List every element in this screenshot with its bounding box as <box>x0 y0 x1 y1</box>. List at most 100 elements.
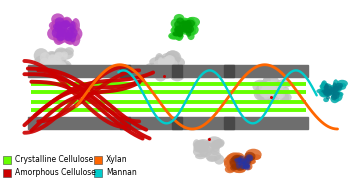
Ellipse shape <box>333 91 343 97</box>
Ellipse shape <box>204 143 214 153</box>
Ellipse shape <box>162 53 176 60</box>
Ellipse shape <box>243 156 248 166</box>
Ellipse shape <box>278 92 283 99</box>
Ellipse shape <box>244 157 255 164</box>
Ellipse shape <box>193 139 200 149</box>
Ellipse shape <box>332 91 343 102</box>
Ellipse shape <box>187 17 195 25</box>
Ellipse shape <box>259 94 269 104</box>
Ellipse shape <box>268 93 277 99</box>
Ellipse shape <box>272 86 289 93</box>
Ellipse shape <box>333 84 341 92</box>
Ellipse shape <box>234 165 245 170</box>
Bar <box>28 117 308 129</box>
Bar <box>120 65 130 77</box>
Ellipse shape <box>281 92 289 104</box>
Ellipse shape <box>176 30 183 37</box>
Ellipse shape <box>47 27 61 40</box>
Ellipse shape <box>162 67 172 77</box>
Ellipse shape <box>243 160 248 165</box>
Ellipse shape <box>213 140 224 148</box>
Ellipse shape <box>57 23 68 31</box>
Ellipse shape <box>227 164 242 171</box>
Ellipse shape <box>260 88 270 95</box>
Ellipse shape <box>63 20 70 27</box>
Ellipse shape <box>243 160 250 168</box>
Ellipse shape <box>174 21 181 28</box>
Ellipse shape <box>321 82 327 93</box>
Ellipse shape <box>244 164 251 170</box>
Ellipse shape <box>238 162 250 169</box>
Ellipse shape <box>187 32 195 40</box>
Ellipse shape <box>263 76 271 89</box>
Ellipse shape <box>231 155 242 163</box>
Ellipse shape <box>58 29 70 37</box>
Ellipse shape <box>240 159 256 165</box>
Ellipse shape <box>46 55 66 67</box>
Ellipse shape <box>174 31 183 40</box>
Bar <box>28 65 308 77</box>
Ellipse shape <box>164 55 175 65</box>
Ellipse shape <box>155 57 174 69</box>
Ellipse shape <box>53 64 70 71</box>
Ellipse shape <box>245 153 257 161</box>
Ellipse shape <box>54 49 74 60</box>
Ellipse shape <box>155 70 166 81</box>
Ellipse shape <box>158 58 164 67</box>
Ellipse shape <box>163 65 172 72</box>
Ellipse shape <box>328 89 333 93</box>
Ellipse shape <box>177 19 188 31</box>
Ellipse shape <box>229 157 240 166</box>
Ellipse shape <box>262 76 279 88</box>
Ellipse shape <box>333 79 339 90</box>
Ellipse shape <box>244 163 249 169</box>
Ellipse shape <box>51 22 60 33</box>
Ellipse shape <box>40 52 50 63</box>
Ellipse shape <box>225 166 235 173</box>
Ellipse shape <box>337 80 348 87</box>
Ellipse shape <box>45 63 54 72</box>
Ellipse shape <box>275 83 285 89</box>
Ellipse shape <box>176 17 184 24</box>
Ellipse shape <box>55 52 63 58</box>
Ellipse shape <box>70 21 76 32</box>
Ellipse shape <box>165 55 174 65</box>
Ellipse shape <box>186 31 191 37</box>
Ellipse shape <box>64 47 74 55</box>
Ellipse shape <box>239 162 247 167</box>
Ellipse shape <box>158 57 164 65</box>
Ellipse shape <box>34 56 47 71</box>
Ellipse shape <box>34 48 49 63</box>
Ellipse shape <box>320 91 332 97</box>
Ellipse shape <box>239 158 247 163</box>
Ellipse shape <box>272 88 283 92</box>
Ellipse shape <box>173 32 183 36</box>
Ellipse shape <box>61 18 73 27</box>
Ellipse shape <box>195 141 208 153</box>
Ellipse shape <box>235 160 241 165</box>
Ellipse shape <box>152 67 161 74</box>
Ellipse shape <box>254 87 269 97</box>
Ellipse shape <box>53 64 66 77</box>
Ellipse shape <box>199 146 212 157</box>
Ellipse shape <box>171 19 181 28</box>
Ellipse shape <box>230 155 242 161</box>
Ellipse shape <box>261 91 269 97</box>
Ellipse shape <box>52 19 63 26</box>
Ellipse shape <box>55 21 63 27</box>
Ellipse shape <box>256 92 267 100</box>
Ellipse shape <box>165 50 180 64</box>
Ellipse shape <box>327 88 335 95</box>
Ellipse shape <box>185 20 191 26</box>
Ellipse shape <box>168 32 179 40</box>
Ellipse shape <box>67 28 78 38</box>
Ellipse shape <box>228 152 241 164</box>
Ellipse shape <box>323 89 331 95</box>
Ellipse shape <box>49 21 59 29</box>
Ellipse shape <box>53 32 64 45</box>
Ellipse shape <box>337 85 342 90</box>
Ellipse shape <box>266 94 279 103</box>
Ellipse shape <box>60 21 68 30</box>
Ellipse shape <box>163 64 171 71</box>
Ellipse shape <box>263 86 276 95</box>
